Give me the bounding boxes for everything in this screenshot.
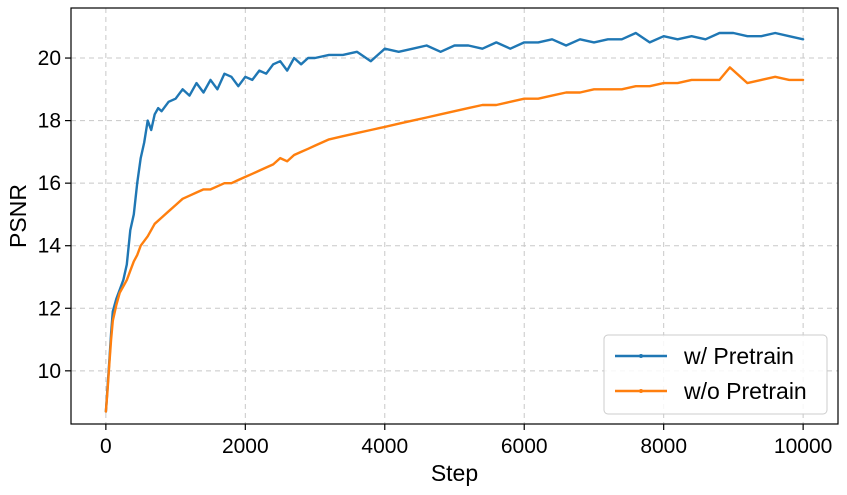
- x-tick-label: 6000: [501, 435, 548, 458]
- y-tick-label: 16: [38, 172, 61, 195]
- plot-frame: [70, 7, 839, 425]
- legend-label: w/ Pretrain: [683, 343, 794, 369]
- series-layer: [104, 31, 805, 413]
- x-tick-label: 10000: [774, 435, 832, 458]
- y-axis-title: PSNR: [5, 184, 31, 248]
- legend-marker: [639, 389, 643, 393]
- y-axis: 10 12 14 16 18 20: [38, 47, 71, 383]
- legend: w/ Pretrain w/o Pretrain: [603, 334, 828, 415]
- x-tick-label: 4000: [361, 435, 408, 458]
- x-tick-label: 0: [100, 435, 112, 458]
- series-line-w-pretrain: [104, 31, 805, 413]
- legend-box: [603, 334, 828, 415]
- x-tick-label: 2000: [222, 435, 269, 458]
- x-axis: 0 2000 4000 6000 8000 10000: [100, 424, 832, 458]
- y-tick-label: 10: [38, 360, 61, 383]
- y-tick-label: 20: [38, 47, 61, 70]
- x-tick-label: 8000: [640, 435, 687, 458]
- series-line-wo-pretrain: [104, 66, 805, 413]
- y-tick-label: 18: [38, 110, 61, 133]
- y-tick-label: 12: [38, 297, 61, 320]
- x-axis-title: Step: [431, 460, 478, 486]
- y-tick-label: 14: [38, 235, 62, 258]
- legend-marker: [639, 354, 643, 358]
- legend-label: w/o Pretrain: [683, 378, 807, 404]
